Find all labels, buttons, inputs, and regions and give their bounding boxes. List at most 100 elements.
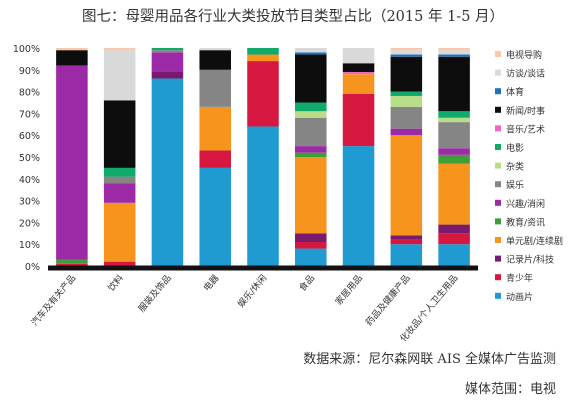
bar-segment [103, 202, 136, 262]
y-tick-label: 30% [19, 197, 40, 208]
bar-segment [103, 183, 136, 203]
bar-segment [390, 48, 423, 51]
legend-label: 新闻/时事 [506, 105, 545, 117]
legend-label: 记录片/科技 [506, 254, 554, 266]
y-tick-label: 20% [19, 218, 40, 229]
legend-label: 杂类 [506, 161, 524, 173]
x-tick-label: 电器 [201, 272, 222, 294]
bar-segment [295, 117, 327, 147]
bar-segment [390, 106, 423, 129]
y-tick-label: 70% [19, 109, 40, 120]
bar-segment [438, 163, 470, 225]
bar-segment [199, 167, 231, 266]
bar-segment [103, 176, 136, 184]
legend-swatch [495, 218, 501, 225]
legend-label: 体育 [506, 86, 524, 98]
legend-swatch [495, 88, 501, 95]
legend-swatch [495, 237, 501, 243]
bar-segment [247, 54, 279, 62]
y-tick-label: 0% [25, 262, 40, 273]
bar-segment [438, 48, 470, 51]
y-tick-label: 100% [13, 44, 40, 55]
bar-segment [342, 63, 375, 72]
legend-label: 电视导购 [506, 49, 542, 61]
bar-segment [438, 233, 470, 245]
bar-segment [56, 50, 88, 66]
legend-label: 动画片 [506, 291, 533, 303]
bar-segment [199, 69, 231, 107]
bar-segment [199, 50, 231, 70]
bar-segment [390, 135, 423, 236]
bar-segment [390, 54, 423, 57]
bar-segment [295, 48, 327, 53]
legend-label: 单元剧/连续剧 [506, 235, 563, 247]
bar-segment [438, 50, 470, 55]
bar-segment [103, 167, 136, 177]
y-tick-label: 90% [19, 66, 40, 77]
bar-segment [438, 154, 470, 164]
legend-swatch [495, 274, 501, 281]
bar-segment [342, 71, 375, 75]
bar-segment [438, 111, 470, 118]
bar-segment [103, 50, 136, 101]
bar-segment [247, 61, 279, 127]
bar-segment [390, 244, 423, 266]
bar-segment [56, 48, 88, 51]
media-scope-note: 媒体范围：电视 [465, 382, 556, 397]
bar-segment [295, 242, 327, 249]
bar-segment [199, 150, 231, 168]
bar-segment [438, 122, 470, 149]
y-tick-label: 10% [19, 240, 40, 251]
legend-label: 音乐/艺术 [506, 123, 545, 135]
bar-segment [295, 233, 327, 243]
legend-label: 兴趣/消闲 [506, 198, 545, 210]
bar-segment [295, 52, 327, 55]
bar-segment [390, 50, 423, 55]
y-tick-label: 50% [19, 153, 40, 164]
bar-segment [295, 152, 327, 157]
bar-segment [390, 91, 423, 96]
bar-segment [56, 259, 88, 264]
bar-segment [103, 261, 136, 266]
bar-segment [438, 54, 470, 57]
x-axis-labels: 汽车及有关产品 饮料 服装及饰品 电器 娱乐/休闲 食品 家居用品 药品及健康产品化妆品/个人… [28, 272, 460, 344]
data-source-note: 数据来源：尼尔森网联 AIS 全媒体广告监测 [303, 351, 556, 367]
bar-segment [103, 100, 136, 168]
legend-label: 教育/资讯 [506, 216, 545, 228]
y-tick-label: 40% [19, 175, 40, 186]
legend-label: 娱乐 [506, 179, 524, 191]
bar-segment [438, 148, 470, 155]
legend-swatch [495, 51, 501, 57]
bar-segment [103, 48, 136, 51]
bar-segment [247, 126, 279, 266]
legend: 电视导购访谈/谈话体育新闻/时事音乐/艺术电影杂类娱乐兴趣/消闲教育/资讯单元剧… [495, 49, 563, 303]
bar-segment [438, 117, 470, 123]
bar-segment [295, 102, 327, 112]
legend-label: 青少年 [506, 272, 533, 284]
bar-segment [438, 224, 470, 234]
bar-segment [390, 235, 423, 240]
bar-segment [295, 146, 327, 153]
bar-segment [56, 65, 88, 260]
y-tick-label: 60% [19, 131, 40, 142]
legend-swatch [495, 255, 501, 262]
legend-label: 访谈/谈话 [506, 68, 545, 80]
legend-swatch [495, 292, 501, 299]
legend-swatch [495, 181, 501, 188]
bar-segment [199, 106, 231, 151]
x-tick-label: 食品 [296, 272, 317, 294]
bar-segment [295, 54, 327, 103]
chart-title: 图七：母婴用品各行业大类投放节目类型占比（2015 年 1-5 月） [82, 8, 504, 25]
bar-segment [390, 239, 423, 245]
bar-segment [438, 244, 470, 266]
bar-segment [295, 248, 327, 266]
x-tick-label: 汽车及有关产品 [28, 272, 78, 328]
bars-group [56, 48, 470, 267]
bar-segment [151, 78, 184, 267]
bar-segment [151, 71, 184, 79]
bar-segment [342, 93, 375, 147]
bar-segment [390, 56, 423, 92]
legend-swatch [495, 144, 501, 150]
x-tick-label: 药品及健康产品 [363, 272, 413, 328]
